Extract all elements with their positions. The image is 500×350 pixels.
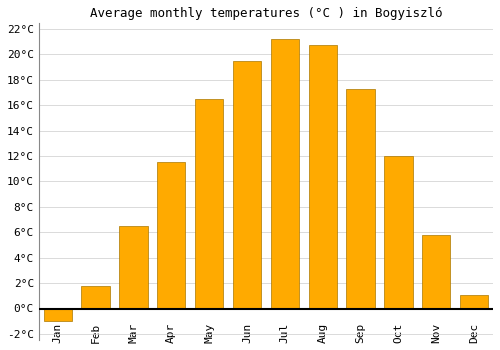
Bar: [119, 226, 148, 308]
Bar: [195, 99, 224, 308]
Bar: [346, 89, 375, 308]
Bar: [157, 162, 186, 308]
Bar: [270, 39, 299, 308]
Title: Average monthly temperatures (°C ) in Bogyiszló: Average monthly temperatures (°C ) in Bo…: [90, 7, 442, 20]
Bar: [460, 294, 488, 308]
Bar: [384, 156, 412, 308]
Bar: [308, 46, 337, 308]
Bar: [44, 308, 72, 321]
Bar: [82, 286, 110, 308]
Bar: [233, 61, 261, 308]
Bar: [422, 235, 450, 308]
